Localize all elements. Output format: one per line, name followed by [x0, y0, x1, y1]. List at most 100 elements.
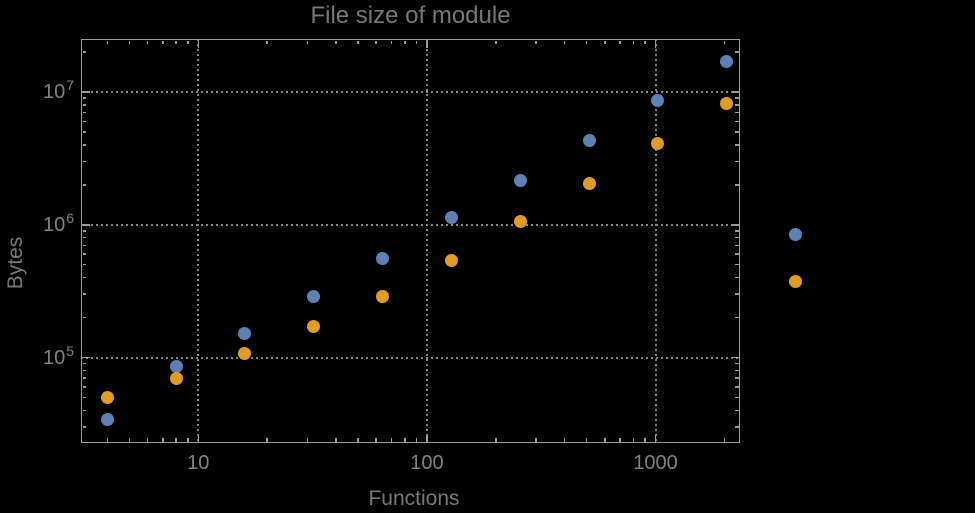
- x-tick-mark: [306, 438, 309, 442]
- x-tick-mark: [632, 438, 635, 442]
- y-tick-mark-right: [735, 362, 739, 365]
- plot-frame: [81, 39, 740, 443]
- y-tick-mark: [82, 386, 86, 388]
- x-tick-mark-top: [106, 40, 109, 44]
- y-tick-mark-right: [731, 356, 739, 359]
- y-tick-mark: [82, 51, 86, 53]
- gridline-horizontal: [81, 356, 740, 359]
- x-tick-mark-top: [644, 40, 646, 44]
- data-point-blue: [169, 359, 183, 373]
- data-point-orange: [376, 289, 390, 303]
- x-tick-mark-top: [619, 40, 621, 44]
- data-point-blue: [376, 251, 390, 265]
- x-tick-mark: [604, 438, 606, 442]
- y-tick-mark: [82, 356, 90, 359]
- x-tick-mark: [404, 438, 406, 442]
- x-tick-mark: [723, 438, 726, 442]
- data-point-orange: [582, 176, 596, 190]
- x-tick-mark-top: [390, 40, 393, 44]
- x-tick-mark: [175, 438, 177, 442]
- x-tick-mark-top: [654, 40, 657, 48]
- y-tick-mark: [82, 224, 90, 226]
- x-tick-mark: [162, 438, 164, 442]
- data-point-orange: [720, 96, 734, 110]
- y-tick-exponent: 6: [66, 209, 74, 226]
- y-tick-mark: [82, 409, 86, 412]
- y-tick-mark: [82, 97, 86, 99]
- x-tick-mark-top: [426, 40, 428, 48]
- x-tick-mark-top: [375, 40, 377, 44]
- y-tick-mark: [82, 91, 90, 93]
- x-tick-mark-top: [357, 40, 359, 44]
- x-tick-mark-top: [563, 40, 566, 44]
- y-tick-mark: [82, 111, 86, 114]
- x-tick-mark: [187, 438, 189, 442]
- x-tick-mark-top: [128, 40, 131, 44]
- y-tick-mark-right: [735, 253, 739, 255]
- gridline-horizontal: [81, 223, 740, 226]
- x-tick-mark: [585, 438, 588, 442]
- data-point-blue: [238, 326, 252, 340]
- y-tick-mark-right: [735, 236, 739, 239]
- data-point-blue: [651, 93, 665, 107]
- x-tick-label: 100: [410, 452, 444, 474]
- y-tick-mark-right: [731, 91, 739, 93]
- y-tick-mark-right: [735, 386, 739, 388]
- y-tick-mark-right: [735, 51, 739, 53]
- data-point-orange: [100, 390, 114, 404]
- y-tick-mark-right: [735, 377, 739, 379]
- data-point-orange: [307, 320, 321, 334]
- y-tick-mark-right: [735, 426, 739, 428]
- y-tick-mark: [82, 104, 86, 106]
- x-tick-mark-top: [723, 40, 726, 44]
- x-tick-mark: [654, 434, 657, 442]
- data-point-orange: [169, 371, 183, 385]
- x-tick-mark-top: [162, 40, 164, 44]
- x-tick-mark-top: [495, 40, 497, 44]
- y-tick-mark-right: [735, 160, 739, 163]
- x-tick-mark-top: [335, 40, 337, 44]
- y-tick-mark: [82, 369, 86, 372]
- y-tick-mark-right: [735, 131, 739, 133]
- x-tick-mark: [128, 438, 131, 442]
- y-tick-mark: [82, 184, 86, 186]
- chart-title: File size of module: [310, 2, 511, 29]
- data-point-blue: [513, 174, 527, 188]
- y-tick-mark: [82, 253, 86, 255]
- data-point-blue: [720, 54, 734, 68]
- x-tick-mark-top: [175, 40, 177, 44]
- data-point-orange: [238, 346, 252, 360]
- x-tick-mark: [335, 438, 337, 442]
- y-tick-mark: [82, 293, 86, 295]
- y-tick-mark-right: [735, 230, 739, 232]
- y-tick-mark-right: [735, 293, 739, 295]
- y-tick-mark-right: [735, 276, 739, 279]
- data-point-blue: [307, 289, 321, 303]
- x-tick-mark: [390, 438, 393, 442]
- data-point-orange: [513, 215, 527, 229]
- gridline-vertical: [197, 39, 200, 443]
- x-tick-mark-top: [197, 40, 200, 48]
- x-tick-mark: [357, 438, 359, 442]
- data-point-blue: [789, 227, 803, 241]
- data-point-orange: [789, 275, 803, 289]
- x-tick-mark: [415, 438, 418, 442]
- data-point-orange: [651, 136, 665, 150]
- x-tick-mark-top: [404, 40, 406, 44]
- y-tick-mark: [82, 316, 86, 319]
- x-tick-mark: [426, 434, 428, 442]
- y-tick-mark: [82, 120, 86, 123]
- y-tick-label: 105: [0, 343, 74, 369]
- y-tick-mark: [82, 263, 86, 266]
- x-tick-mark-top: [266, 40, 268, 44]
- x-axis-title: Functions: [368, 487, 460, 510]
- y-tick-base: 10: [42, 81, 66, 104]
- y-tick-mark-right: [735, 244, 739, 247]
- x-tick-label: 1000: [633, 452, 678, 474]
- data-point-blue: [582, 133, 596, 147]
